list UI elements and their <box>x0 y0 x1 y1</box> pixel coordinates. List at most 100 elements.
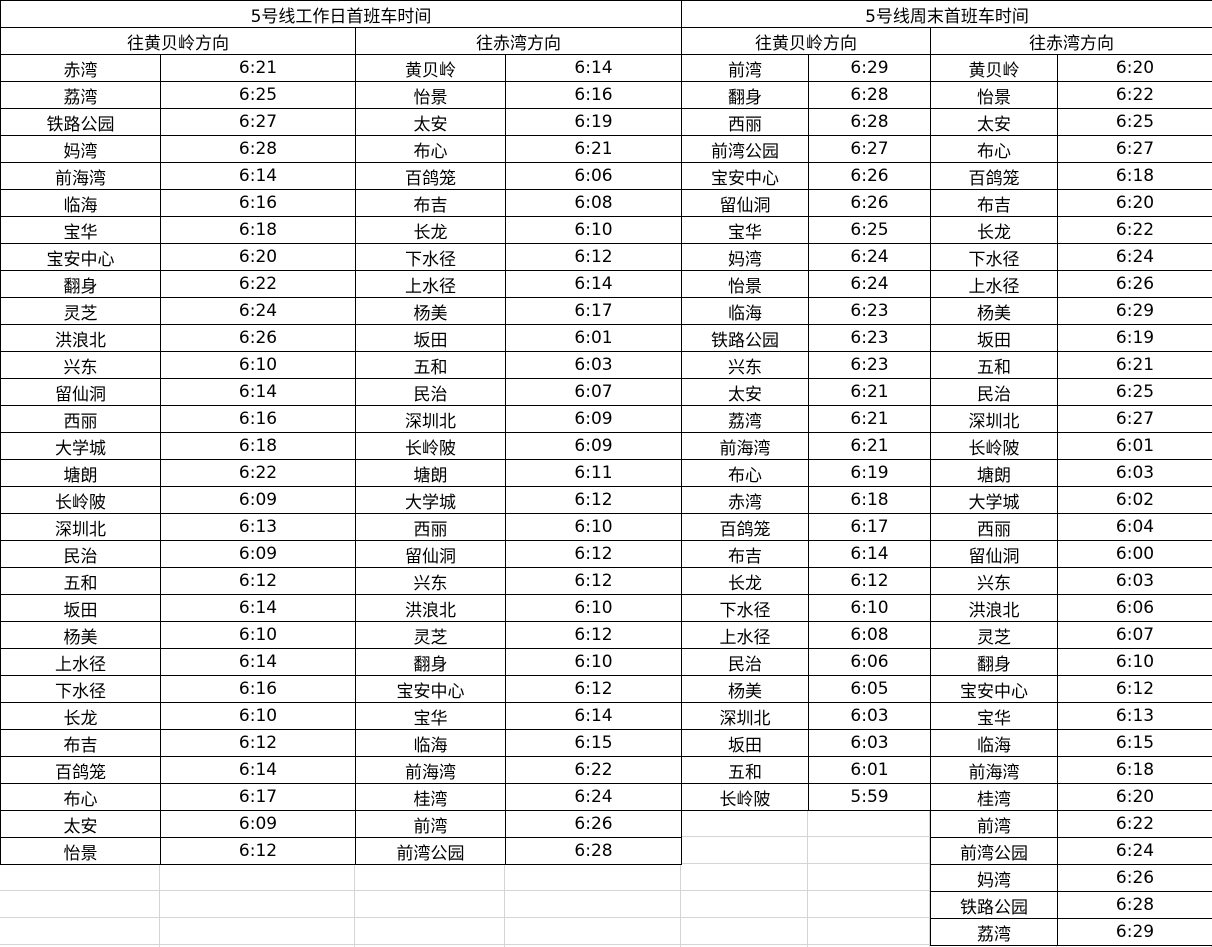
time-cell[interactable]: 6:19 <box>808 459 931 487</box>
time-cell[interactable]: 6:14 <box>808 540 931 568</box>
time-cell[interactable]: 6:10 <box>505 648 682 676</box>
time-cell[interactable]: 6:27 <box>808 135 931 163</box>
empty-cell[interactable] <box>0 864 160 891</box>
empty-cell[interactable] <box>355 918 505 945</box>
time-cell[interactable]: 6:28 <box>808 81 931 109</box>
time-cell[interactable]: 6:12 <box>505 243 682 271</box>
station-cell[interactable]: 前海湾 <box>681 432 809 460</box>
station-cell[interactable]: 前湾 <box>355 810 506 838</box>
time-cell[interactable]: 6:17 <box>505 297 682 325</box>
empty-cell[interactable] <box>808 918 930 945</box>
station-cell[interactable]: 深圳北 <box>0 513 161 541</box>
station-cell[interactable]: 灵芝 <box>0 297 161 325</box>
station-cell[interactable]: 黄贝岭 <box>355 54 506 82</box>
station-cell[interactable]: 铁路公园 <box>930 891 1058 919</box>
station-cell[interactable]: 五和 <box>930 351 1058 379</box>
empty-cell[interactable] <box>160 945 355 947</box>
time-cell[interactable]: 6:10 <box>808 594 931 622</box>
station-cell[interactable]: 前湾 <box>930 810 1058 838</box>
station-cell[interactable]: 宝安中心 <box>355 675 506 703</box>
station-cell[interactable]: 百鸽笼 <box>355 162 506 190</box>
station-cell[interactable]: 大学城 <box>0 432 161 460</box>
station-cell[interactable]: 布心 <box>355 135 506 163</box>
station-cell[interactable]: 前海湾 <box>0 162 161 190</box>
station-cell[interactable]: 留仙洞 <box>930 540 1058 568</box>
time-cell[interactable]: 6:12 <box>160 729 356 757</box>
time-cell[interactable]: 6:25 <box>160 81 356 109</box>
time-cell[interactable]: 6:14 <box>160 594 356 622</box>
time-cell[interactable]: 6:06 <box>505 162 682 190</box>
time-cell[interactable]: 6:14 <box>160 756 356 784</box>
station-cell[interactable]: 洪浪北 <box>355 594 506 622</box>
time-cell[interactable]: 6:14 <box>160 378 356 406</box>
station-cell[interactable]: 前湾公园 <box>681 135 809 163</box>
station-cell[interactable]: 布吉 <box>681 540 809 568</box>
time-cell[interactable]: 6:22 <box>160 270 356 298</box>
time-cell[interactable]: 6:26 <box>1057 270 1212 298</box>
station-cell[interactable]: 怡景 <box>930 81 1058 109</box>
time-cell[interactable]: 6:22 <box>1057 216 1212 244</box>
time-cell[interactable]: 6:09 <box>160 486 356 514</box>
time-cell[interactable]: 6:12 <box>160 567 356 595</box>
station-cell[interactable]: 黄贝岭 <box>930 54 1058 82</box>
empty-cell[interactable] <box>681 864 808 891</box>
station-cell[interactable]: 临海 <box>355 729 506 757</box>
station-cell[interactable]: 前湾公园 <box>930 837 1058 865</box>
station-cell[interactable]: 深圳北 <box>355 405 506 433</box>
time-cell[interactable]: 6:24 <box>505 783 682 811</box>
empty-cell[interactable] <box>681 810 808 837</box>
time-cell[interactable]: 6:29 <box>1057 918 1212 946</box>
station-cell[interactable]: 大学城 <box>355 486 506 514</box>
station-cell[interactable]: 五和 <box>0 567 161 595</box>
time-cell[interactable]: 6:07 <box>505 378 682 406</box>
station-cell[interactable]: 布吉 <box>930 189 1058 217</box>
time-cell[interactable]: 6:12 <box>160 837 356 865</box>
station-cell[interactable]: 五和 <box>355 351 506 379</box>
station-cell[interactable]: 怡景 <box>0 837 161 865</box>
empty-cell[interactable] <box>681 945 808 947</box>
station-cell[interactable]: 下水径 <box>930 243 1058 271</box>
station-cell[interactable]: 长龙 <box>355 216 506 244</box>
station-cell[interactable]: 荔湾 <box>930 918 1058 946</box>
empty-cell[interactable] <box>0 891 160 918</box>
station-cell[interactable]: 民治 <box>0 540 161 568</box>
station-cell[interactable]: 翻身 <box>930 648 1058 676</box>
station-cell[interactable]: 上水径 <box>930 270 1058 298</box>
time-cell[interactable]: 6:26 <box>808 162 931 190</box>
time-cell[interactable]: 6:16 <box>160 675 356 703</box>
empty-cell[interactable] <box>808 810 930 837</box>
station-cell[interactable]: 翻身 <box>355 648 506 676</box>
station-cell[interactable]: 临海 <box>681 297 809 325</box>
station-cell[interactable]: 太安 <box>355 108 506 136</box>
time-cell[interactable]: 6:04 <box>1057 513 1212 541</box>
time-cell[interactable]: 6:12 <box>808 567 931 595</box>
time-cell[interactable]: 6:13 <box>160 513 356 541</box>
time-cell[interactable]: 6:28 <box>505 837 682 865</box>
station-cell[interactable]: 留仙洞 <box>681 189 809 217</box>
station-cell[interactable]: 下水径 <box>681 594 809 622</box>
station-cell[interactable]: 前湾公园 <box>355 837 506 865</box>
empty-cell[interactable] <box>160 864 355 891</box>
station-cell[interactable]: 布心 <box>0 783 161 811</box>
station-cell[interactable]: 桂湾 <box>930 783 1058 811</box>
time-cell[interactable]: 6:12 <box>505 486 682 514</box>
empty-cell[interactable] <box>355 864 505 891</box>
station-cell[interactable]: 坂田 <box>0 594 161 622</box>
station-cell[interactable]: 下水径 <box>0 675 161 703</box>
time-cell[interactable]: 6:16 <box>160 405 356 433</box>
station-cell[interactable]: 长岭陂 <box>681 783 809 811</box>
time-cell[interactable]: 6:18 <box>160 432 356 460</box>
station-cell[interactable]: 宝华 <box>681 216 809 244</box>
station-cell[interactable]: 留仙洞 <box>355 540 506 568</box>
time-cell[interactable]: 6:23 <box>808 351 931 379</box>
time-cell[interactable]: 6:01 <box>505 324 682 352</box>
time-cell[interactable]: 6:21 <box>1057 351 1212 379</box>
time-cell[interactable]: 6:21 <box>505 135 682 163</box>
time-cell[interactable]: 6:29 <box>1057 297 1212 325</box>
empty-cell[interactable] <box>355 945 505 947</box>
time-cell[interactable]: 6:21 <box>808 378 931 406</box>
station-cell[interactable]: 布心 <box>930 135 1058 163</box>
station-cell[interactable]: 西丽 <box>0 405 161 433</box>
time-cell[interactable]: 6:27 <box>1057 405 1212 433</box>
time-cell[interactable]: 6:24 <box>1057 243 1212 271</box>
